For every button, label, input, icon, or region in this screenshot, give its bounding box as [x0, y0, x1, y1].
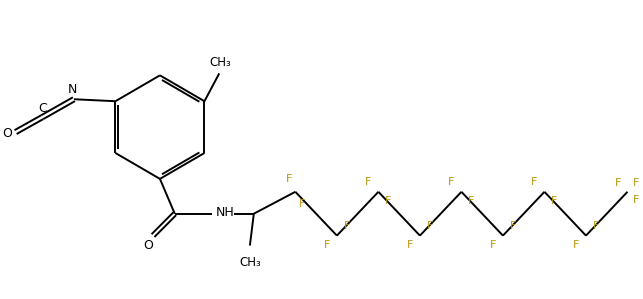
- Text: F: F: [573, 240, 579, 250]
- Text: NH: NH: [215, 206, 234, 219]
- Text: CH₃: CH₃: [210, 57, 231, 69]
- Text: F: F: [593, 221, 599, 231]
- Text: F: F: [490, 240, 496, 250]
- Text: F: F: [365, 177, 372, 187]
- Text: CH₃: CH₃: [239, 256, 261, 269]
- Text: F: F: [385, 196, 392, 206]
- Text: F: F: [633, 178, 639, 188]
- Text: F: F: [633, 196, 640, 205]
- Text: F: F: [468, 196, 475, 206]
- Text: F: F: [344, 221, 350, 231]
- Text: F: F: [285, 174, 292, 184]
- Text: F: F: [551, 196, 557, 206]
- Text: F: F: [298, 199, 305, 209]
- Text: F: F: [448, 177, 455, 187]
- Text: O: O: [143, 239, 153, 251]
- Text: N: N: [68, 83, 78, 96]
- Text: F: F: [407, 240, 413, 250]
- Text: F: F: [427, 221, 433, 231]
- Text: F: F: [615, 178, 622, 188]
- Text: F: F: [531, 177, 538, 187]
- Text: O: O: [2, 126, 12, 140]
- Text: C: C: [38, 102, 47, 115]
- Text: F: F: [510, 221, 516, 231]
- Text: F: F: [323, 240, 330, 250]
